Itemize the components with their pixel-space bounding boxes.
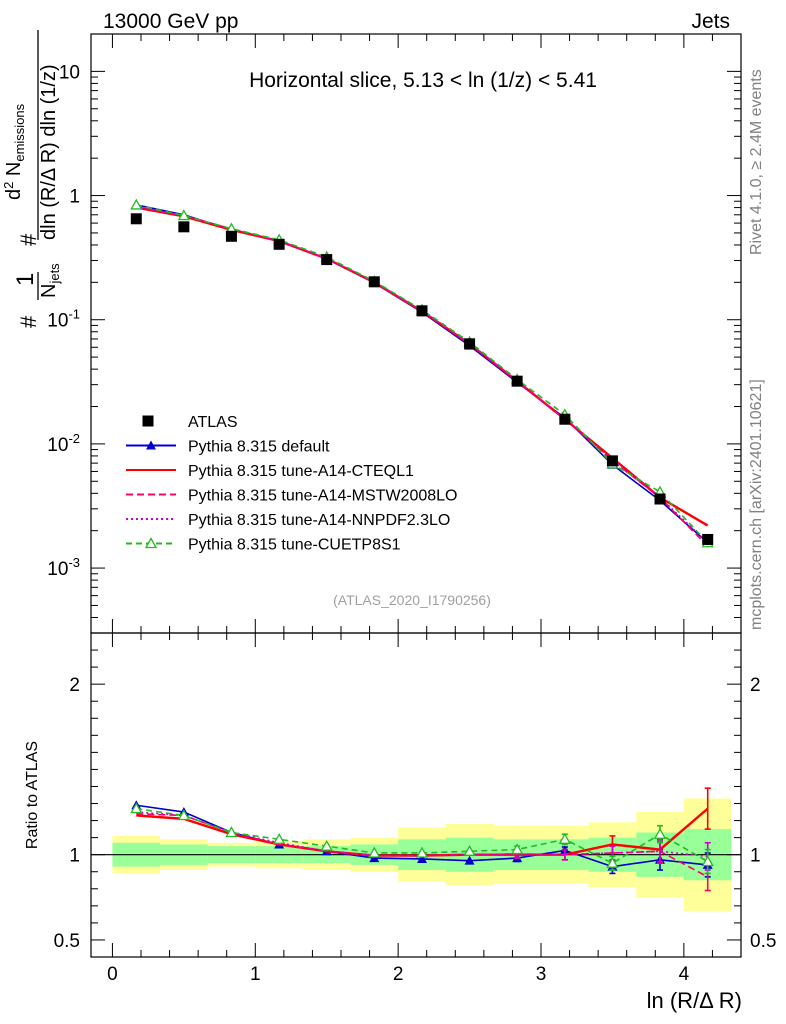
atlas-point bbox=[464, 338, 476, 350]
series-marker bbox=[511, 843, 524, 855]
legend-label: Pythia 8.315 tune-CUETP8S1 bbox=[188, 537, 401, 554]
x-tick-label: 2 bbox=[393, 964, 404, 985]
ylabel-numerator: d2 Nemissions bbox=[1, 103, 27, 200]
legend-label: Pythia 8.315 tune-A14-NNPDF2.3LO bbox=[188, 512, 450, 529]
x-tick-label: 1 bbox=[250, 964, 261, 985]
ylabel-fraction-1: # bbox=[16, 315, 41, 328]
atlas-point bbox=[606, 455, 618, 467]
series-marker bbox=[225, 826, 238, 838]
legend-label: ATLAS bbox=[188, 414, 238, 431]
legend-label: Pythia 8.315 tune-A14-MSTW2008LO bbox=[188, 488, 457, 505]
atlas-point bbox=[225, 230, 237, 242]
y-tick-label: 10-2 bbox=[47, 431, 80, 456]
atlas-point bbox=[511, 375, 523, 387]
x-tick-label: 0 bbox=[107, 964, 118, 985]
x-axis-label: ln (R/Δ R) bbox=[647, 988, 742, 1013]
series-marker bbox=[130, 198, 143, 210]
ratio-tick-label: 0.5 bbox=[54, 931, 80, 952]
ratio-tick-label: 2 bbox=[69, 675, 80, 696]
mcplots-label: mcplots.cern.ch [arXiv:2401.10621] bbox=[748, 379, 765, 630]
jets-label: Jets bbox=[691, 10, 730, 33]
atlas-point bbox=[178, 221, 190, 233]
atlas-point bbox=[654, 493, 666, 505]
ratio-tick-label-right: 2 bbox=[750, 675, 761, 696]
ratio-y-axis-label: Ratio to ATLAS bbox=[24, 741, 41, 849]
rivet-label: Rivet 4.1.0, ≥ 2.4M events bbox=[748, 69, 765, 255]
energy-label: 13000 GeV pp bbox=[103, 10, 238, 33]
atlas-point bbox=[416, 305, 428, 317]
analysis-label: (ATLAS_2020_I1790256) bbox=[333, 592, 491, 608]
series-marker bbox=[558, 832, 571, 844]
atlas-point bbox=[702, 533, 714, 545]
series-marker bbox=[177, 809, 190, 821]
series-marker bbox=[464, 855, 475, 865]
series-marker bbox=[606, 856, 619, 868]
legend-label: Pythia 8.315 tune-A14-CTEQL1 bbox=[188, 463, 414, 480]
series-marker bbox=[463, 844, 476, 856]
series-marker bbox=[130, 802, 143, 814]
series-marker bbox=[177, 209, 190, 221]
legend-marker-atlas bbox=[142, 415, 154, 427]
chart-title: Horizontal slice, 5.13 < ln (1/z) < 5.41 bbox=[249, 69, 597, 92]
axis-ticks: 0 1 2 3 4 10 1 10-1 10-2 10-3 2 2 1 1 0.5 0.5 bbox=[47, 33, 776, 985]
y-tick-label: 10-1 bbox=[47, 307, 80, 332]
ratio-plot-frame bbox=[90, 632, 742, 958]
series-marker bbox=[417, 853, 427, 863]
series-marker bbox=[368, 846, 381, 858]
series-marker bbox=[273, 832, 286, 844]
series-marker bbox=[415, 846, 429, 858]
x-tick-label: 3 bbox=[536, 964, 547, 985]
series-marker bbox=[320, 839, 333, 851]
legend-marker bbox=[144, 537, 158, 549]
x-tick-label: 4 bbox=[679, 964, 690, 985]
ratio-tick-label-right: 0.5 bbox=[750, 931, 776, 952]
legend-label: Pythia 8.315 default bbox=[188, 439, 330, 456]
atlas-point bbox=[321, 254, 333, 266]
series-marker bbox=[701, 855, 714, 867]
y-tick-label: 1 bbox=[69, 187, 80, 208]
y-tick-label: 10 bbox=[59, 62, 80, 83]
atlas-point bbox=[559, 413, 571, 425]
axes bbox=[90, 33, 742, 958]
ratio-tick-label-right: 1 bbox=[750, 846, 761, 867]
legend-marker bbox=[146, 440, 156, 450]
ylabel-denominator: dln (R/Δ R) dln (1/z) bbox=[38, 64, 60, 240]
atlas-point bbox=[273, 238, 285, 250]
legend: ATLAS Pythia 8.315 default Pythia 8.315 tu… bbox=[126, 414, 457, 554]
ylabel-njets: Njets bbox=[38, 263, 62, 298]
ylabel-one: 1 bbox=[12, 273, 39, 286]
ylabel-fraction-2: # bbox=[16, 233, 41, 246]
main-y-axis-label: # 1 Njets # d2 Nemissions dln (R/Δ R) dl… bbox=[1, 30, 62, 328]
series-marker bbox=[653, 827, 667, 839]
atlas-point bbox=[130, 213, 142, 225]
y-tick-label: 10-3 bbox=[47, 555, 80, 580]
ratio-tick-label: 1 bbox=[69, 846, 80, 867]
atlas-data-points bbox=[130, 213, 714, 545]
atlas-point bbox=[368, 276, 380, 288]
